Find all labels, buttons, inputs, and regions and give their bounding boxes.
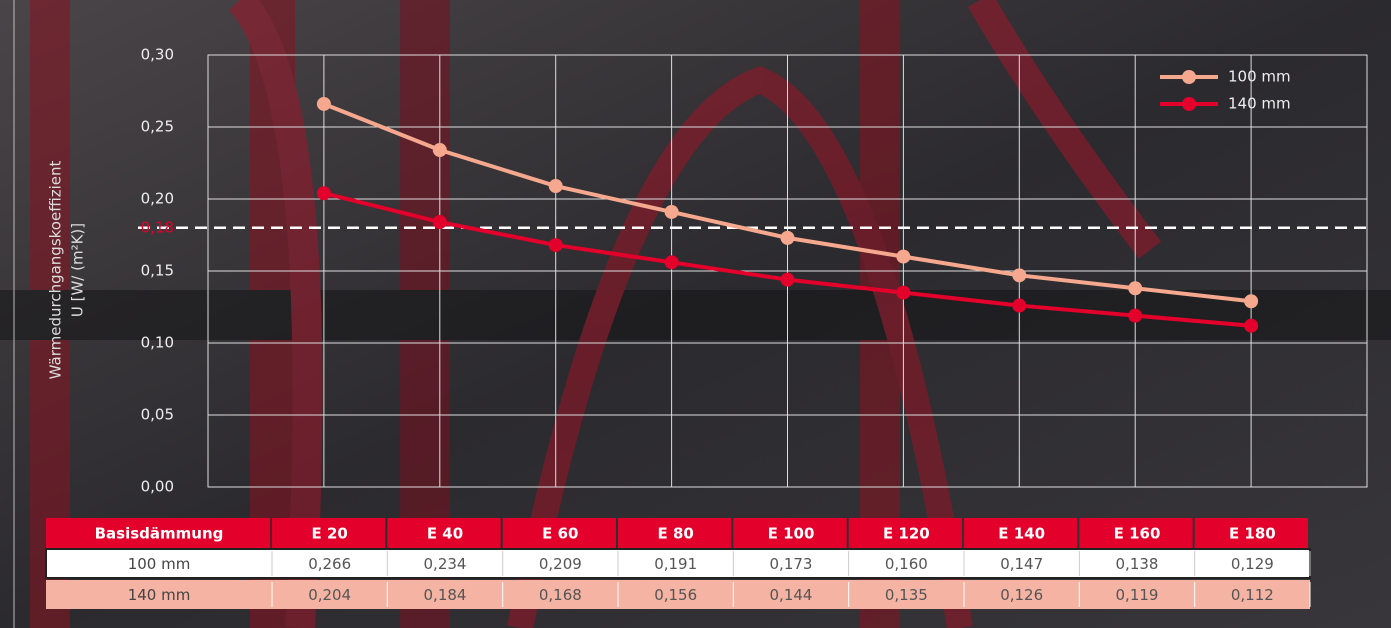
table-value: 0,160: [885, 555, 928, 573]
table-value: 0,173: [770, 555, 813, 573]
x-tick-label: E 140: [998, 525, 1045, 543]
table-value: 0,191: [654, 555, 697, 573]
data-point: [664, 255, 679, 270]
data-point: [316, 186, 331, 201]
data-point: [664, 204, 679, 219]
table-header-label: Basisdämmung: [95, 525, 224, 543]
table-value: 0,135: [885, 586, 928, 604]
table-value: 0,112: [1231, 586, 1274, 604]
table-value: 0,119: [1116, 586, 1159, 604]
table-row-label: 140 mm: [128, 586, 191, 604]
y-tick-label: 0,00: [141, 478, 174, 496]
table-header-cell: [848, 518, 962, 548]
y-axis-label: U [W/ (m²K)]: [69, 223, 87, 317]
table-value: 0,144: [770, 586, 813, 604]
y-tick-label: 0,15: [141, 262, 174, 280]
y-tick-label: 0,20: [141, 190, 174, 208]
table-value: 0,209: [539, 555, 582, 573]
legend-marker: [1182, 70, 1196, 84]
table-header-cell: [272, 518, 386, 548]
table-value: 0,156: [654, 586, 697, 604]
data-point: [548, 179, 563, 194]
table-header-cell: [387, 518, 501, 548]
data-point: [1012, 298, 1027, 313]
legend-marker: [1182, 97, 1196, 111]
table-value: 0,234: [424, 555, 467, 573]
data-point: [780, 230, 795, 245]
y-tick-label: 0,25: [141, 118, 174, 136]
y-tick-label: 0,10: [141, 334, 174, 352]
table-value: 0,266: [308, 555, 351, 573]
table-header-cell: [1194, 518, 1308, 548]
x-tick-label: E 40: [427, 525, 463, 543]
x-tick-label: E 120: [883, 525, 930, 543]
y-tick-label: 0,30: [141, 46, 174, 64]
data-point: [432, 143, 447, 158]
table-header-cell: [1079, 518, 1193, 548]
table-value: 0,129: [1231, 555, 1274, 573]
data-point: [1244, 318, 1259, 333]
data-point: [548, 238, 563, 253]
x-tick-label: E 160: [1114, 525, 1161, 543]
x-tick-label: E 80: [657, 525, 693, 543]
y-tick-label: 0,05: [141, 406, 174, 424]
data-point: [1128, 281, 1143, 296]
legend-label: 100 mm: [1228, 68, 1291, 86]
x-tick-label: E 100: [768, 525, 815, 543]
table-row-label: 100 mm: [128, 555, 191, 573]
table-header-cell: [618, 518, 732, 548]
x-tick-label: E 180: [1229, 525, 1276, 543]
reference-line-label: 0,18: [141, 218, 174, 236]
data-point: [896, 249, 911, 264]
table-value: 0,184: [424, 586, 467, 604]
data-point: [432, 215, 447, 230]
data-point: [1244, 294, 1259, 309]
table-row: [46, 580, 1310, 609]
legend-label: 140 mm: [1228, 95, 1291, 113]
y-axis-label: Wärmedurchgangskoeffizient: [47, 161, 65, 380]
table-value: 0,168: [539, 586, 582, 604]
table-value: 0,147: [1000, 555, 1043, 573]
table-header-cell: [733, 518, 847, 548]
data-point: [316, 96, 331, 111]
x-tick-label: E 20: [311, 525, 347, 543]
table-value: 0,126: [1000, 586, 1043, 604]
data-point: [1128, 308, 1143, 323]
table-header-cell: [964, 518, 1078, 548]
data-point: [896, 285, 911, 300]
table-header-cell: [502, 518, 616, 548]
table-value: 0,204: [308, 586, 351, 604]
x-tick-label: E 60: [542, 525, 578, 543]
data-point: [780, 272, 795, 287]
data-point: [1012, 268, 1027, 283]
table-header-cell: [46, 518, 270, 548]
table-value: 0,138: [1116, 555, 1159, 573]
